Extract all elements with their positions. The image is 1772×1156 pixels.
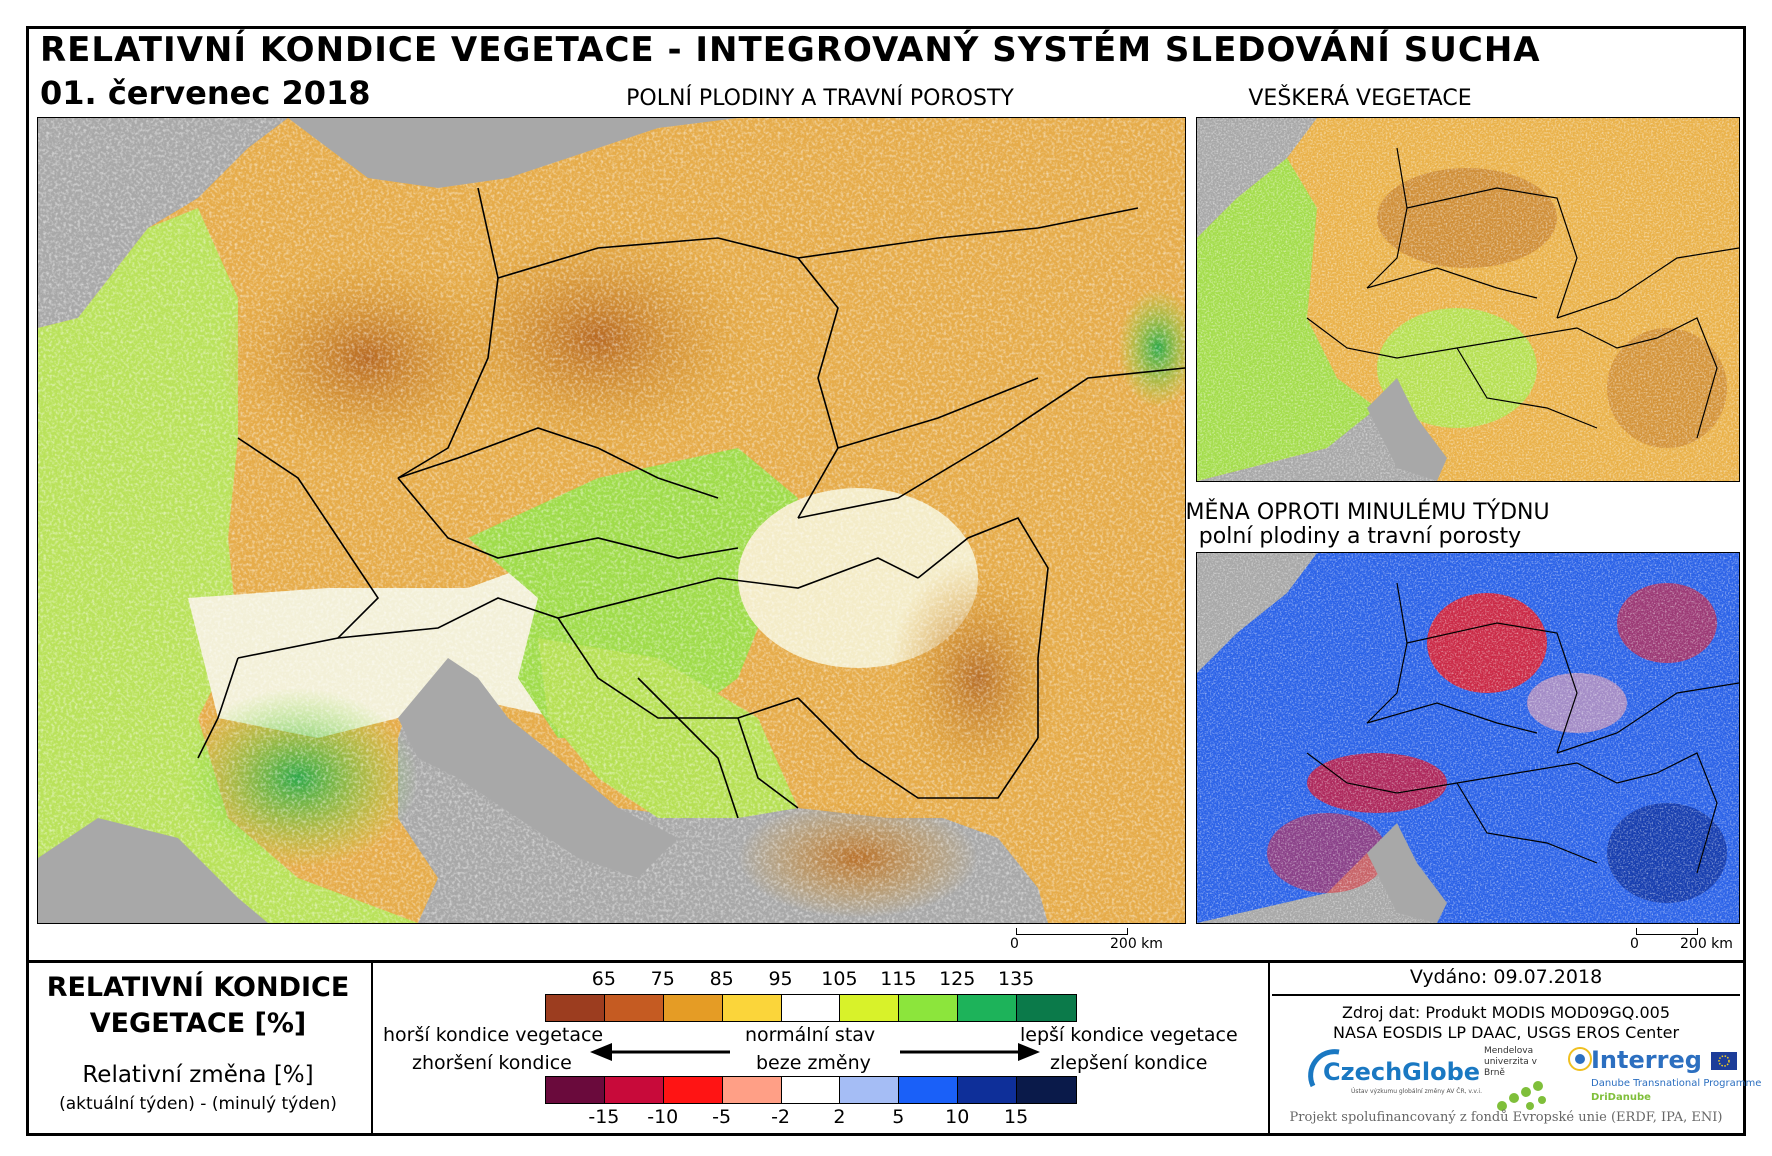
interreg-programme: Danube Transnational Programme [1591, 1078, 1762, 1089]
change-tick-0: -15 [588, 1106, 620, 1128]
mendel-dots-icon [1497, 1081, 1546, 1111]
czechglobe-tagline: Ústav výzkumu globální změny AV ČR, v.v.… [1351, 1088, 1482, 1095]
legend-change-title: Relativní změna [%] [82, 1062, 314, 1088]
change-swatch-4 [781, 1077, 841, 1103]
legend-worsening: zhoršení kondice [412, 1052, 572, 1074]
condition-swatch-6 [899, 995, 959, 1021]
change-color-ramp [545, 1076, 1077, 1104]
baltic-sea [288, 118, 738, 188]
main-map-canvas [38, 118, 1185, 923]
eu-flag-icon [1711, 1052, 1737, 1070]
weekly-change-map-canvas [1197, 553, 1739, 923]
condition-tick-1: 75 [650, 968, 675, 990]
page-title: RELATIVNÍ KONDICE VEGETACE - INTEGROVANÝ… [40, 30, 1541, 70]
mendel-logo-text: Mendelova univerzita v Brně [1484, 1046, 1537, 1078]
change-tick-7: 15 [1004, 1106, 1029, 1128]
condition-tick-2: 85 [709, 968, 734, 990]
mendel-logo: Mendelova univerzita v Brně [1484, 1046, 1556, 1116]
data-source-line1: Zdroj dat: Produkt MODIS MOD09GQ.005 [1341, 1003, 1671, 1022]
main-map[interactable] [37, 117, 1186, 924]
interreg-project: DriDanube [1591, 1092, 1651, 1103]
condition-color-ramp [545, 994, 1077, 1022]
condition-tick-0: 65 [591, 968, 616, 990]
change-swatch-8 [1017, 1077, 1076, 1103]
change-tick-3: -2 [771, 1106, 791, 1128]
legend-divider [26, 960, 1746, 963]
change-tick-1: -10 [647, 1106, 679, 1128]
change-tick-6: 10 [945, 1106, 970, 1128]
change-tick-2: -5 [712, 1106, 732, 1128]
interreg-logo-text: Interreg [1591, 1046, 1702, 1074]
report-date: 01. červenec 2018 [40, 74, 371, 112]
all-vegetation-map-label: VEŠKERÁ VEGETACE [1248, 86, 1472, 111]
change-swatch-5 [840, 1077, 900, 1103]
condition-swatch-2 [663, 995, 723, 1021]
change-map-label-line2: polní plodiny a travní porosty [1198, 524, 1522, 549]
legend-title-line2: VEGETACE [%] [89, 1008, 307, 1039]
legend-no-change: beze změny [756, 1052, 871, 1074]
czechglobe-logo: CzechGlobe Ústav výzkumu globální změny … [1305, 1046, 1482, 1100]
legend-left-divider [371, 960, 373, 1136]
change-scalebar-distance: 200 km [1680, 936, 1733, 952]
legend-title: RELATIVNÍ KONDICE VEGETACE [%] [30, 970, 366, 1042]
right-arrow-icon [900, 1043, 1040, 1061]
condition-tick-5: 115 [880, 968, 917, 990]
info-divider [1272, 994, 1740, 996]
change-map-label-line1: ZMĚNA OPROTI MINULÉMU TÝDNU [1170, 500, 1550, 525]
main-scalebar-distance: 200 km [1110, 936, 1163, 952]
condition-swatch-1 [604, 995, 664, 1021]
change-swatch-6 [899, 1077, 959, 1103]
legend-better-condition: lepší kondice vegetace [1020, 1024, 1238, 1046]
condition-swatch-0 [546, 995, 605, 1021]
condition-swatch-3 [722, 995, 782, 1021]
main-map-label: POLNÍ PLODINY A TRAVNÍ POROSTY [626, 86, 1014, 111]
interreg-logo: Interreg Danube Transnational Programme … [1565, 1044, 1761, 1106]
main-scalebar: 0 200 km [1010, 928, 1170, 958]
weekly-change-map[interactable] [1196, 552, 1740, 924]
change-swatch-1 [604, 1077, 664, 1103]
condition-tick-7: 135 [997, 968, 1035, 990]
change-tick-5: 5 [892, 1106, 905, 1128]
legend-arrows [590, 1043, 1040, 1061]
change-swatch-3 [722, 1077, 782, 1103]
country-borders [197, 187, 1185, 819]
condition-swatch-8 [1017, 995, 1076, 1021]
all-vegetation-map[interactable] [1196, 117, 1740, 482]
tyrrhenian-sea [38, 818, 268, 923]
legend-right-divider [1268, 960, 1270, 1136]
condition-tick-6: 125 [939, 968, 976, 990]
issued-date: Vydáno: 09.07.2018 [1409, 966, 1603, 988]
funding-note: Projekt spolufinancovaný z fondů Evropsk… [1289, 1110, 1723, 1125]
change-tick-4: 2 [833, 1106, 846, 1128]
czechglobe-logo-text: CzechGlobe [1323, 1058, 1481, 1086]
condition-tick-3: 95 [768, 968, 793, 990]
change-swatch-0 [546, 1077, 605, 1103]
interreg-star-icon [1568, 1047, 1592, 1071]
condition-swatch-5 [840, 995, 900, 1021]
change-swatch-2 [663, 1077, 723, 1103]
change-scalebar: 0 200 km [1630, 928, 1740, 958]
condition-tick-4: 105 [821, 968, 858, 990]
main-scalebar-zero: 0 [1010, 936, 1019, 952]
legend-improvement: zlepšení kondice [1050, 1052, 1208, 1074]
data-source-line2: NASA EOSDIS LP DAAC, USGS EROS Center [1332, 1023, 1680, 1042]
left-arrow-icon [590, 1043, 730, 1061]
condition-swatch-4 [781, 995, 841, 1021]
legend-worse-condition: horší kondice vegetace [383, 1024, 604, 1046]
czechglobe-arc-icon [1308, 1049, 1340, 1088]
all-vegetation-map-canvas [1197, 118, 1739, 481]
adriatic-sea [398, 658, 678, 878]
legend-title-line1: RELATIVNÍ KONDICE [46, 972, 350, 1003]
condition-swatch-7 [958, 995, 1017, 1021]
change-scalebar-zero: 0 [1630, 936, 1639, 952]
legend-change-formula: (aktuální týden) - (minulý týden) [59, 1094, 337, 1114]
legend-normal-state: normální stav [745, 1024, 876, 1046]
change-swatch-7 [958, 1077, 1017, 1103]
